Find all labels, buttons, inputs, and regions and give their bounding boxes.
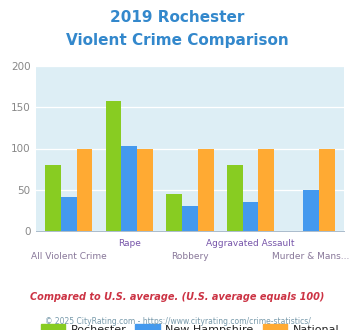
Text: Rape: Rape	[118, 239, 141, 248]
Bar	[319, 148, 335, 231]
Bar	[242, 202, 258, 231]
Text: © 2025 CityRating.com - https://www.cityrating.com/crime-statistics/: © 2025 CityRating.com - https://www.city…	[45, 317, 310, 326]
Bar	[137, 148, 153, 231]
Bar	[303, 190, 319, 231]
Text: Aggravated Assault: Aggravated Assault	[206, 239, 295, 248]
Bar	[121, 146, 137, 231]
Bar	[258, 148, 274, 231]
Text: Compared to U.S. average. (U.S. average equals 100): Compared to U.S. average. (U.S. average …	[30, 292, 325, 302]
Bar	[198, 148, 214, 231]
Bar	[61, 197, 77, 231]
Bar	[227, 165, 242, 231]
Legend: Rochester, New Hampshire, National: Rochester, New Hampshire, National	[36, 319, 344, 330]
Bar	[77, 148, 92, 231]
Text: Violent Crime Comparison: Violent Crime Comparison	[66, 33, 289, 48]
Text: Murder & Mans...: Murder & Mans...	[272, 252, 350, 261]
Text: All Violent Crime: All Violent Crime	[31, 252, 107, 261]
Bar	[166, 194, 182, 231]
Text: 2019 Rochester: 2019 Rochester	[110, 10, 245, 25]
Bar	[45, 165, 61, 231]
Bar	[106, 102, 121, 231]
Text: Robbery: Robbery	[171, 252, 209, 261]
Bar	[182, 206, 198, 231]
